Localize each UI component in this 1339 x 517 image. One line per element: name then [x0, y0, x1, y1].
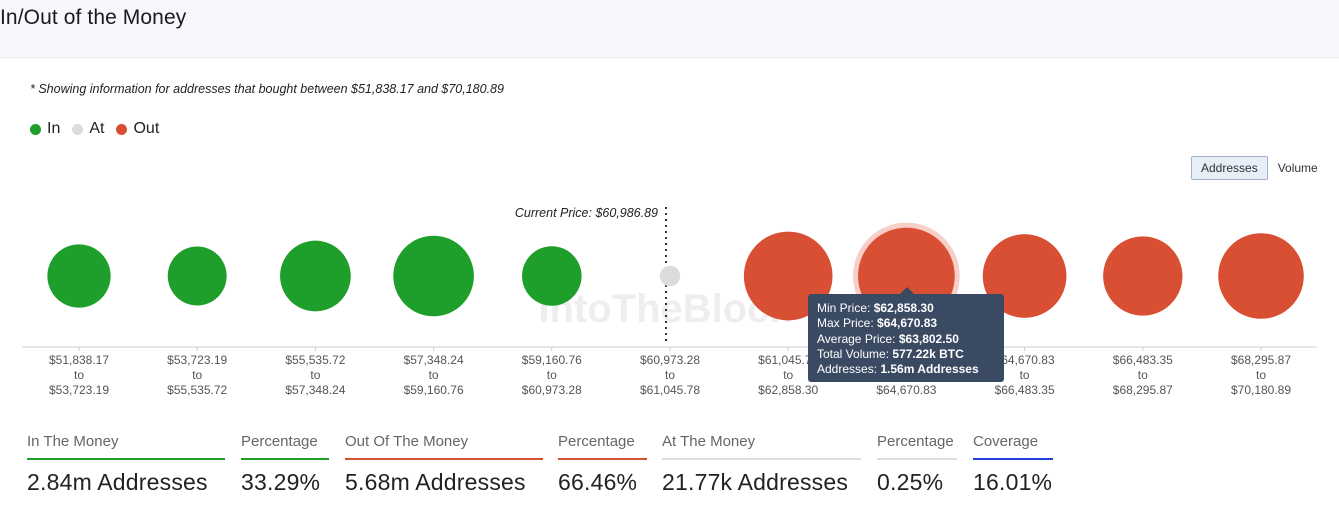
price-range-note: * Showing information for addresses that…	[30, 82, 504, 96]
stat-value: 2.84m Addresses	[27, 469, 208, 495]
tooltip-min-value: $62,858.30	[873, 301, 934, 315]
tick-label-to: $66,483.35	[995, 383, 1055, 397]
stat-in-percentage: Percentage 33.29%	[241, 433, 329, 496]
legend-item-out[interactable]: Out	[116, 120, 159, 138]
legend-label-in: In	[47, 120, 61, 137]
page-title: In/Out of the Money	[0, 6, 187, 29]
stat-at-percentage: Percentage 0.25%	[877, 433, 957, 496]
bubble-tooltip: Min Price: $62,858.30 Max Price: $64,670…	[808, 287, 1004, 382]
tick-label-to-word: to	[665, 368, 675, 382]
tick-label-to: $59,160.76	[404, 383, 464, 397]
tick-label-to-word: to	[1256, 368, 1266, 382]
bubble-in	[393, 235, 474, 317]
tick-label-to: $53,723.19	[49, 383, 109, 397]
tooltip-max-value: $64,670.83	[877, 316, 938, 331]
tick-label-to-word: to	[783, 368, 793, 382]
tick-label-to-word: to	[192, 368, 202, 382]
legend-item-in[interactable]: In	[30, 120, 60, 138]
tick-label-to: $60,973.28	[522, 383, 582, 397]
stat-label: Coverage	[973, 433, 1053, 460]
tick-label-from: $57,348.24	[404, 353, 464, 367]
tooltip-addresses-label: Addresses:	[817, 362, 878, 377]
stat-label: Percentage	[558, 433, 647, 460]
legend-dot-at	[72, 123, 84, 135]
stat-label: At The Money	[662, 433, 861, 460]
metric-toggle: Addresses Volume	[1191, 156, 1328, 180]
tick-label-to: $61,045.78	[640, 383, 700, 397]
legend-label-out: Out	[133, 120, 160, 137]
tooltip-volume-value: 577.22k BTC	[892, 346, 964, 361]
stat-out-of-the-money: Out Of The Money 5.68m Addresses	[345, 433, 543, 496]
tick-label-to-word: to	[310, 368, 320, 382]
stat-value: 21.77k Addresses	[662, 469, 849, 495]
tick-label-to-word: to	[429, 368, 439, 382]
stat-value: 33.29%	[241, 469, 321, 495]
stat-value: 66.46%	[558, 469, 638, 495]
tooltip-max-label: Max Price:	[817, 316, 874, 331]
tick-label-from: $64,670.83	[995, 353, 1055, 367]
tick-label-to-word: to	[1020, 368, 1030, 382]
tick-label-to-word: to	[74, 368, 84, 382]
tick-label-from: $61,045.78	[758, 353, 818, 367]
tooltip-addresses-value: 1.56m Addresses	[880, 362, 979, 377]
bubble-at	[659, 265, 681, 287]
tick-label-from: $66,483.35	[1113, 353, 1173, 367]
bubble-out	[1103, 236, 1183, 316]
bubble-in	[167, 246, 227, 306]
stat-out-percentage: Percentage 66.46%	[558, 433, 647, 496]
tick-label-to-word: to	[547, 368, 557, 382]
tooltip-min-label: Min Price:	[817, 301, 871, 315]
stat-label: In The Money	[27, 433, 225, 460]
stat-value: 0.25%	[877, 469, 944, 495]
tick-label-to: $62,858.30	[758, 383, 818, 397]
bubble-out	[1218, 233, 1304, 319]
stat-coverage: Coverage 16.01%	[973, 433, 1053, 496]
bubble-in	[47, 244, 111, 308]
page-header: In/Out of the Money	[0, 0, 1339, 58]
tick-label-from: $51,838.17	[49, 353, 109, 367]
legend-label-at: At	[89, 120, 105, 137]
bubble-in	[280, 240, 351, 312]
legend-dot-out	[116, 123, 128, 135]
chart-legend: In At Out	[30, 120, 171, 138]
bubble-in	[522, 246, 582, 306]
current-price-label: Current Price: $60,986.89	[515, 206, 658, 220]
legend-item-at[interactable]: At	[72, 120, 104, 138]
tick-label-to: $70,180.89	[1231, 383, 1291, 397]
volume-toggle-button[interactable]: Volume	[1267, 156, 1328, 180]
tick-label-from: $53,723.19	[167, 353, 227, 367]
tooltip-avg-label: Average Price:	[817, 331, 896, 346]
tick-label-to-word: to	[1138, 368, 1148, 382]
stat-label: Percentage	[877, 433, 957, 460]
stat-in-the-money: In The Money 2.84m Addresses	[27, 433, 225, 496]
tooltip-volume-label: Total Volume:	[817, 346, 890, 361]
tick-label-to: $64,670.83	[876, 383, 936, 397]
tick-label-from: $55,535.72	[285, 353, 345, 367]
tick-label-to: $68,295.87	[1113, 383, 1173, 397]
tooltip-avg-value: $63,802.50	[898, 331, 959, 346]
tick-label-to: $55,535.72	[167, 383, 227, 397]
tick-label-to: $57,348.24	[285, 383, 345, 397]
stat-label: Out Of The Money	[345, 433, 543, 460]
tick-label-from: $59,160.76	[522, 353, 582, 367]
legend-dot-in	[30, 123, 41, 135]
addresses-toggle-button[interactable]: Addresses	[1191, 156, 1268, 180]
stat-value: 5.68m Addresses	[345, 469, 526, 495]
tick-label-from: $68,295.87	[1231, 353, 1291, 367]
stat-label: Percentage	[241, 433, 329, 460]
tick-label-from: $60,973.28	[640, 353, 700, 367]
stat-at-the-money: At The Money 21.77k Addresses	[662, 433, 861, 496]
stat-value: 16.01%	[973, 469, 1053, 495]
